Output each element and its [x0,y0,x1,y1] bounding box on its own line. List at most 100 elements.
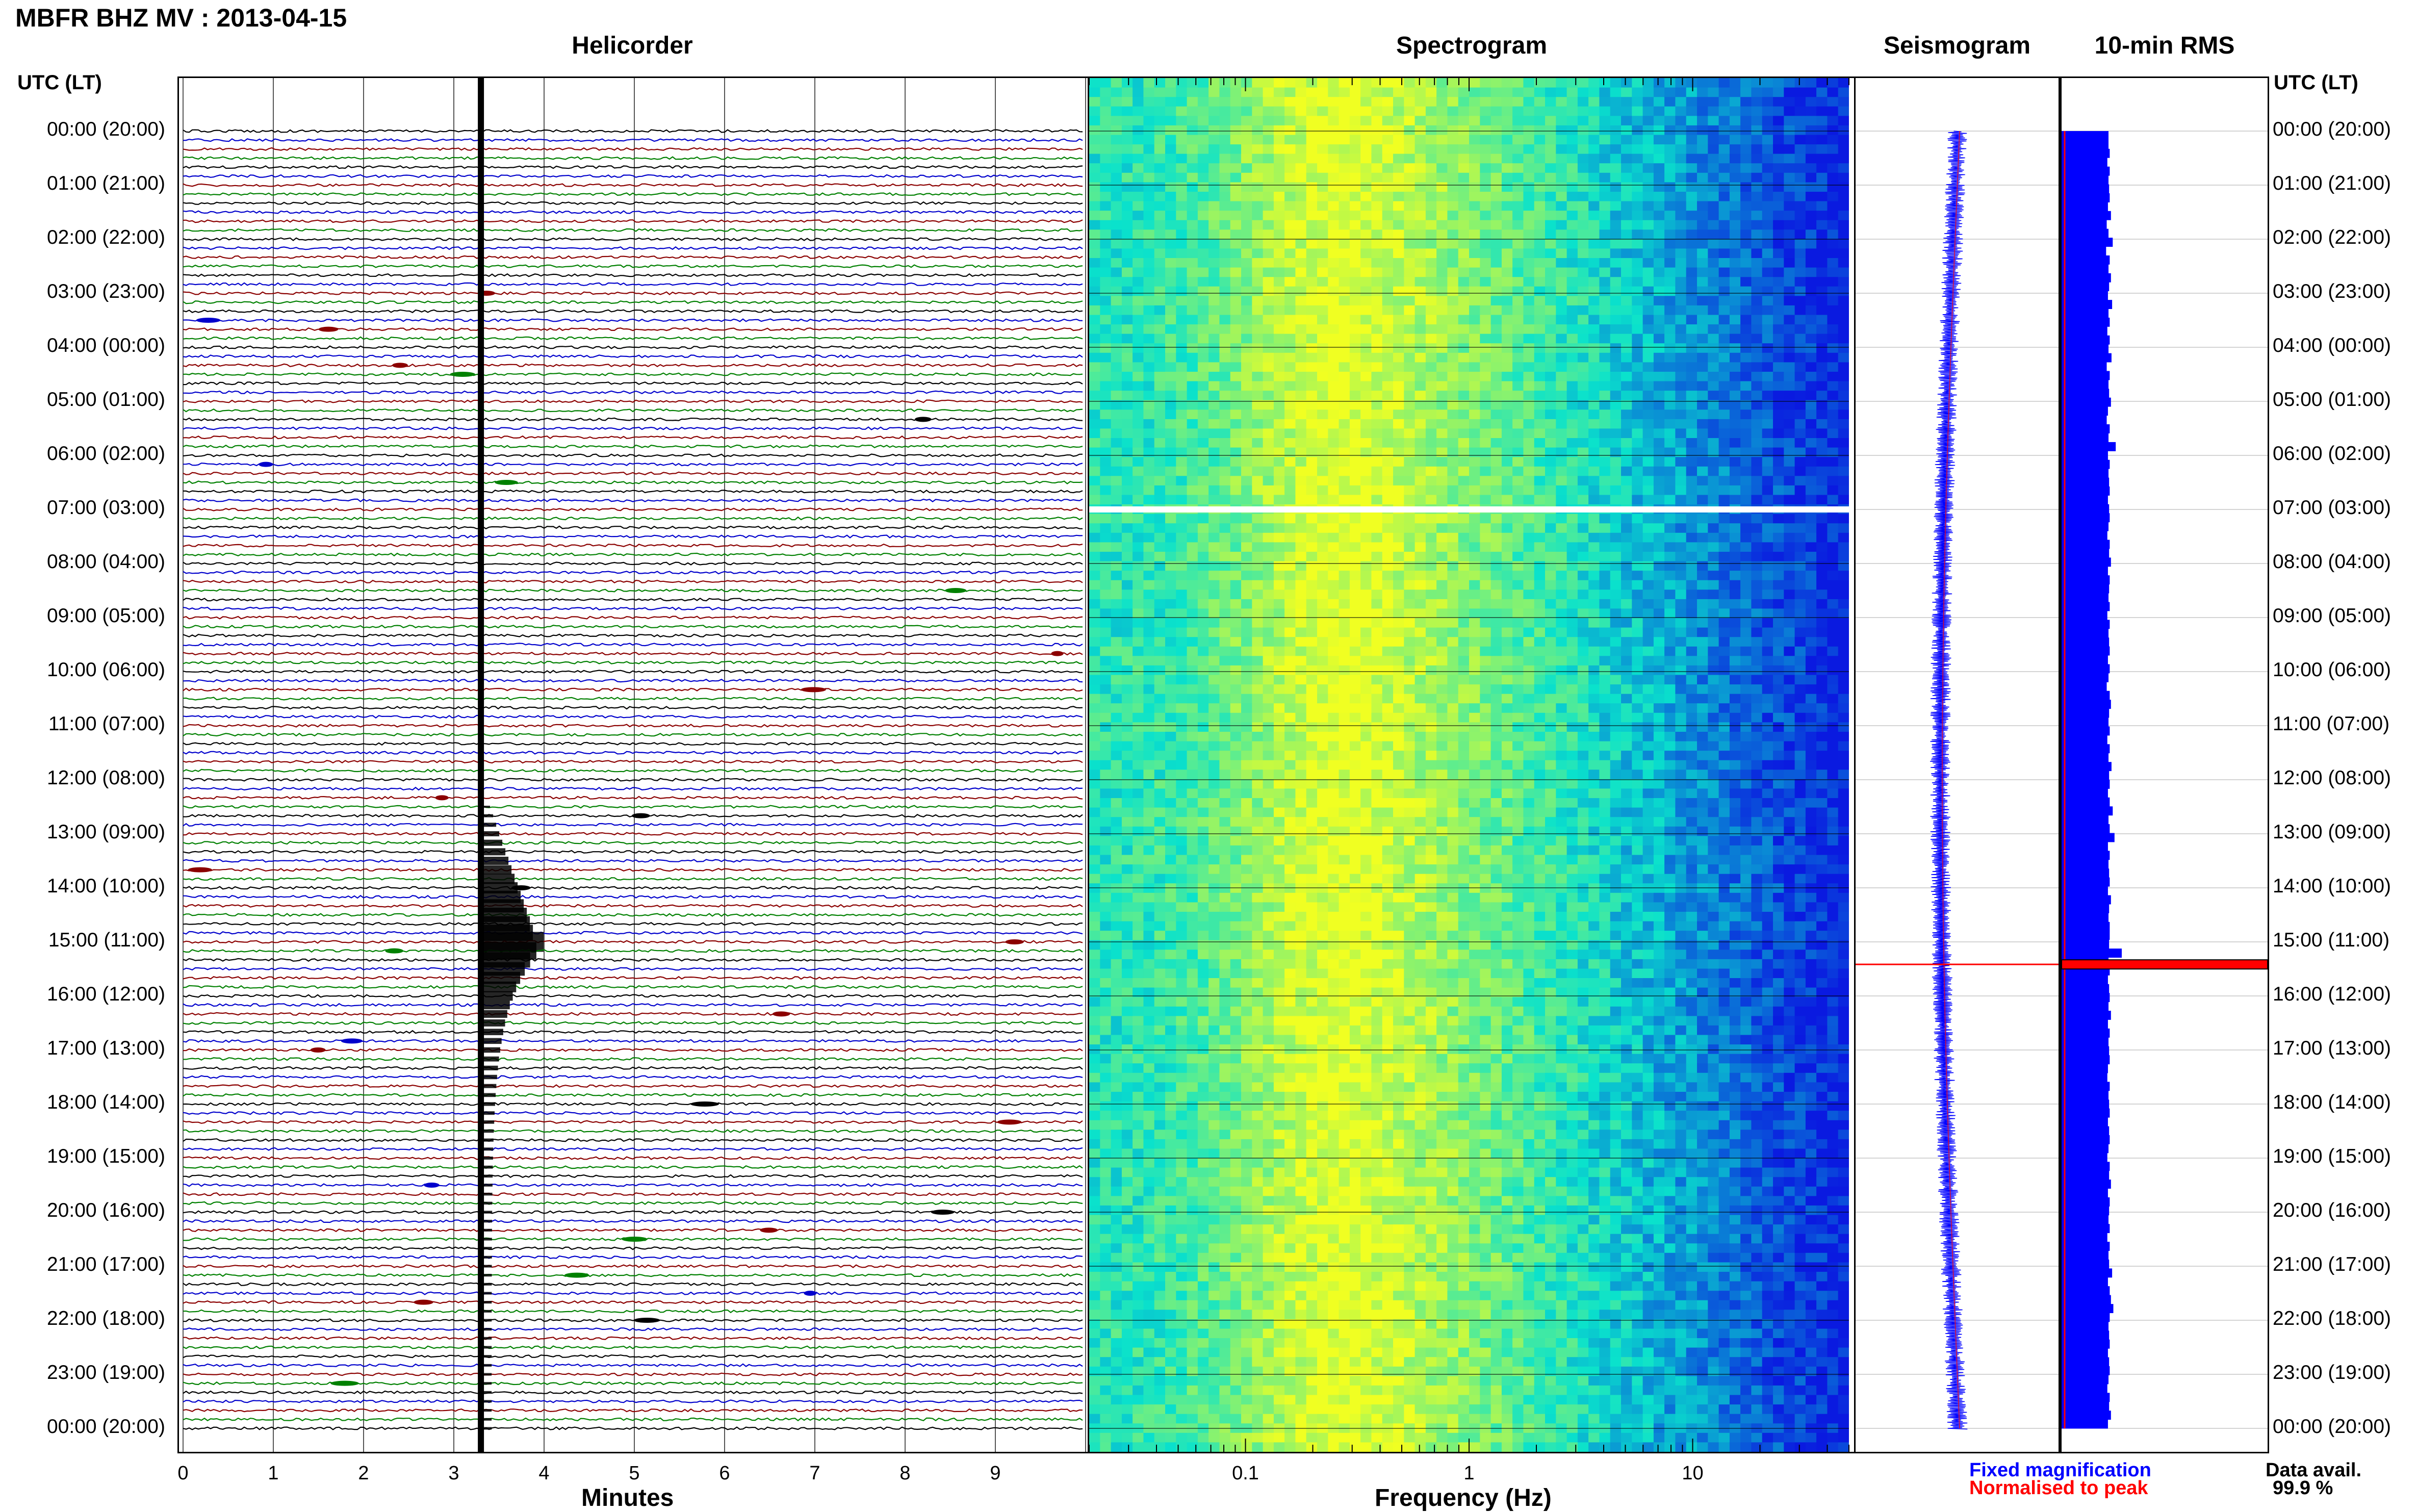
spectrogram-cell [1154,1253,1166,1263]
spectrogram-cell [1241,808,1252,817]
spectrogram-cell [1274,656,1285,665]
spectrogram-cell [1306,788,1318,798]
spectrogram-cell [1100,173,1111,183]
spectrogram-cell [1382,154,1394,164]
spectrogram-cell [1208,722,1220,732]
spectrogram-cell [1306,239,1318,249]
spectrogram-cell [1317,874,1328,884]
spectrogram-cell [1382,1168,1394,1177]
spectrogram-cell [1198,921,1209,931]
spectrogram-cell [1208,580,1220,590]
spectrogram-cell [1122,1262,1133,1272]
spectrogram-cell [1143,229,1154,239]
spectrogram-cell [1230,1386,1242,1395]
helicorder-trace [183,274,1083,276]
helicorder-trace [183,148,1083,150]
spectrogram-cell [1100,1442,1111,1452]
spectrogram-cell [1143,552,1154,561]
spectrogram-cell [1426,1442,1437,1452]
spectrogram-cell [1295,116,1306,125]
spectrogram-cell [1284,1149,1296,1159]
spectrogram-cell [1415,1120,1426,1130]
spectrogram-cell [1252,1357,1263,1367]
spectrogram-cell [1328,334,1339,344]
spectrogram-cell [1252,305,1263,315]
spectrogram-cell [1263,1282,1274,1291]
spectrogram-cell [1306,637,1318,647]
spectrogram-cell [1252,1300,1263,1310]
spectrogram-cell [1187,921,1198,931]
spectrogram-cell [1339,533,1350,543]
spectrogram-cell [1284,741,1296,751]
spectrogram-cell [1230,1234,1242,1244]
seismogram-title: Seismogram [1854,32,2060,60]
spectrogram-cell [1339,467,1350,476]
spectrogram-cell [1317,1035,1328,1045]
spectrogram-cell [1317,713,1328,723]
spectrogram-cell [1165,1120,1176,1130]
spectrogram-cell [1295,855,1306,865]
spectrogram-cell [1230,154,1242,164]
spectrogram-cell [1317,1395,1328,1405]
spectrogram-cell [1122,1367,1133,1376]
spectrogram-cell [1154,827,1166,836]
spectrogram-cell [1404,1082,1415,1092]
spectrogram-cell [1295,798,1306,808]
spectrogram-cell [1350,391,1361,400]
spectrogram-cell [1328,1376,1339,1386]
spectrogram-cell [1360,485,1372,495]
spectrogram-cell [1317,921,1328,931]
spectrogram-cell [1111,713,1122,723]
spectrogram-cell [1198,1016,1209,1026]
spectrogram-cell [1350,1054,1361,1064]
spectrogram-cell [1415,1243,1426,1253]
spectrogram-cell [1252,647,1263,656]
spectrogram-cell [1187,1386,1198,1395]
spectrogram-cell [1219,950,1230,959]
spectrogram-cell [1230,1063,1242,1073]
spectrogram-cell [1133,182,1144,192]
spectrogram-cell [1436,97,1448,107]
spectrogram-cell [1426,684,1437,694]
spectrogram-cell [1165,1149,1176,1159]
spectrogram-cell [1208,1101,1220,1111]
spectrogram-cell [1274,1007,1285,1016]
spectrogram-cell [1111,1130,1122,1139]
spectrogram-cell [1350,580,1361,590]
spectrogram-cell [1208,296,1220,305]
spectrogram-cell [1317,580,1328,590]
spectrogram-cell [1306,1149,1318,1159]
spectrogram-cell [1176,1206,1187,1215]
spectrogram-cell [1133,1442,1144,1452]
spectrogram-cell [1208,495,1220,505]
spectrogram-cell [1339,1224,1350,1234]
spectrogram-cell [1089,372,1100,381]
spectrogram-cell [1339,372,1350,381]
spectrogram-cell [1122,495,1133,505]
spectrogram-cell [1133,722,1144,732]
spectrogram-cell [1317,514,1328,524]
spectrogram-cell [1154,921,1166,931]
spectrogram-cell [1295,1158,1306,1168]
spectrogram-cell [1111,902,1122,912]
spectrogram-cell [1404,409,1415,419]
spectrogram-cell [1208,978,1220,988]
spectrogram-cell [1111,1007,1122,1016]
spectrogram-cell [1306,296,1318,305]
spectrogram-cell [1295,1442,1306,1452]
spectrogram-cell [1198,618,1209,628]
time-label-right: 22:00 (18:00) [2273,1309,2391,1328]
spectrogram-cell [1360,324,1372,334]
spectrogram-cell [1371,1282,1382,1291]
spectrogram-cell [1295,428,1306,438]
spectrogram-cell [1382,1120,1394,1130]
spectrogram-cell [1100,902,1111,912]
spectrogram-cell [1089,78,1100,88]
spectrogram-cell [1176,229,1187,239]
spectrogram-cell [1219,1007,1230,1016]
spectrogram-cell [1143,656,1154,665]
spectrogram-cell [1415,220,1426,230]
spectrogram-cell [1219,1044,1230,1054]
spectrogram-cell [1404,1035,1415,1045]
spectrogram-cell [1100,343,1111,353]
